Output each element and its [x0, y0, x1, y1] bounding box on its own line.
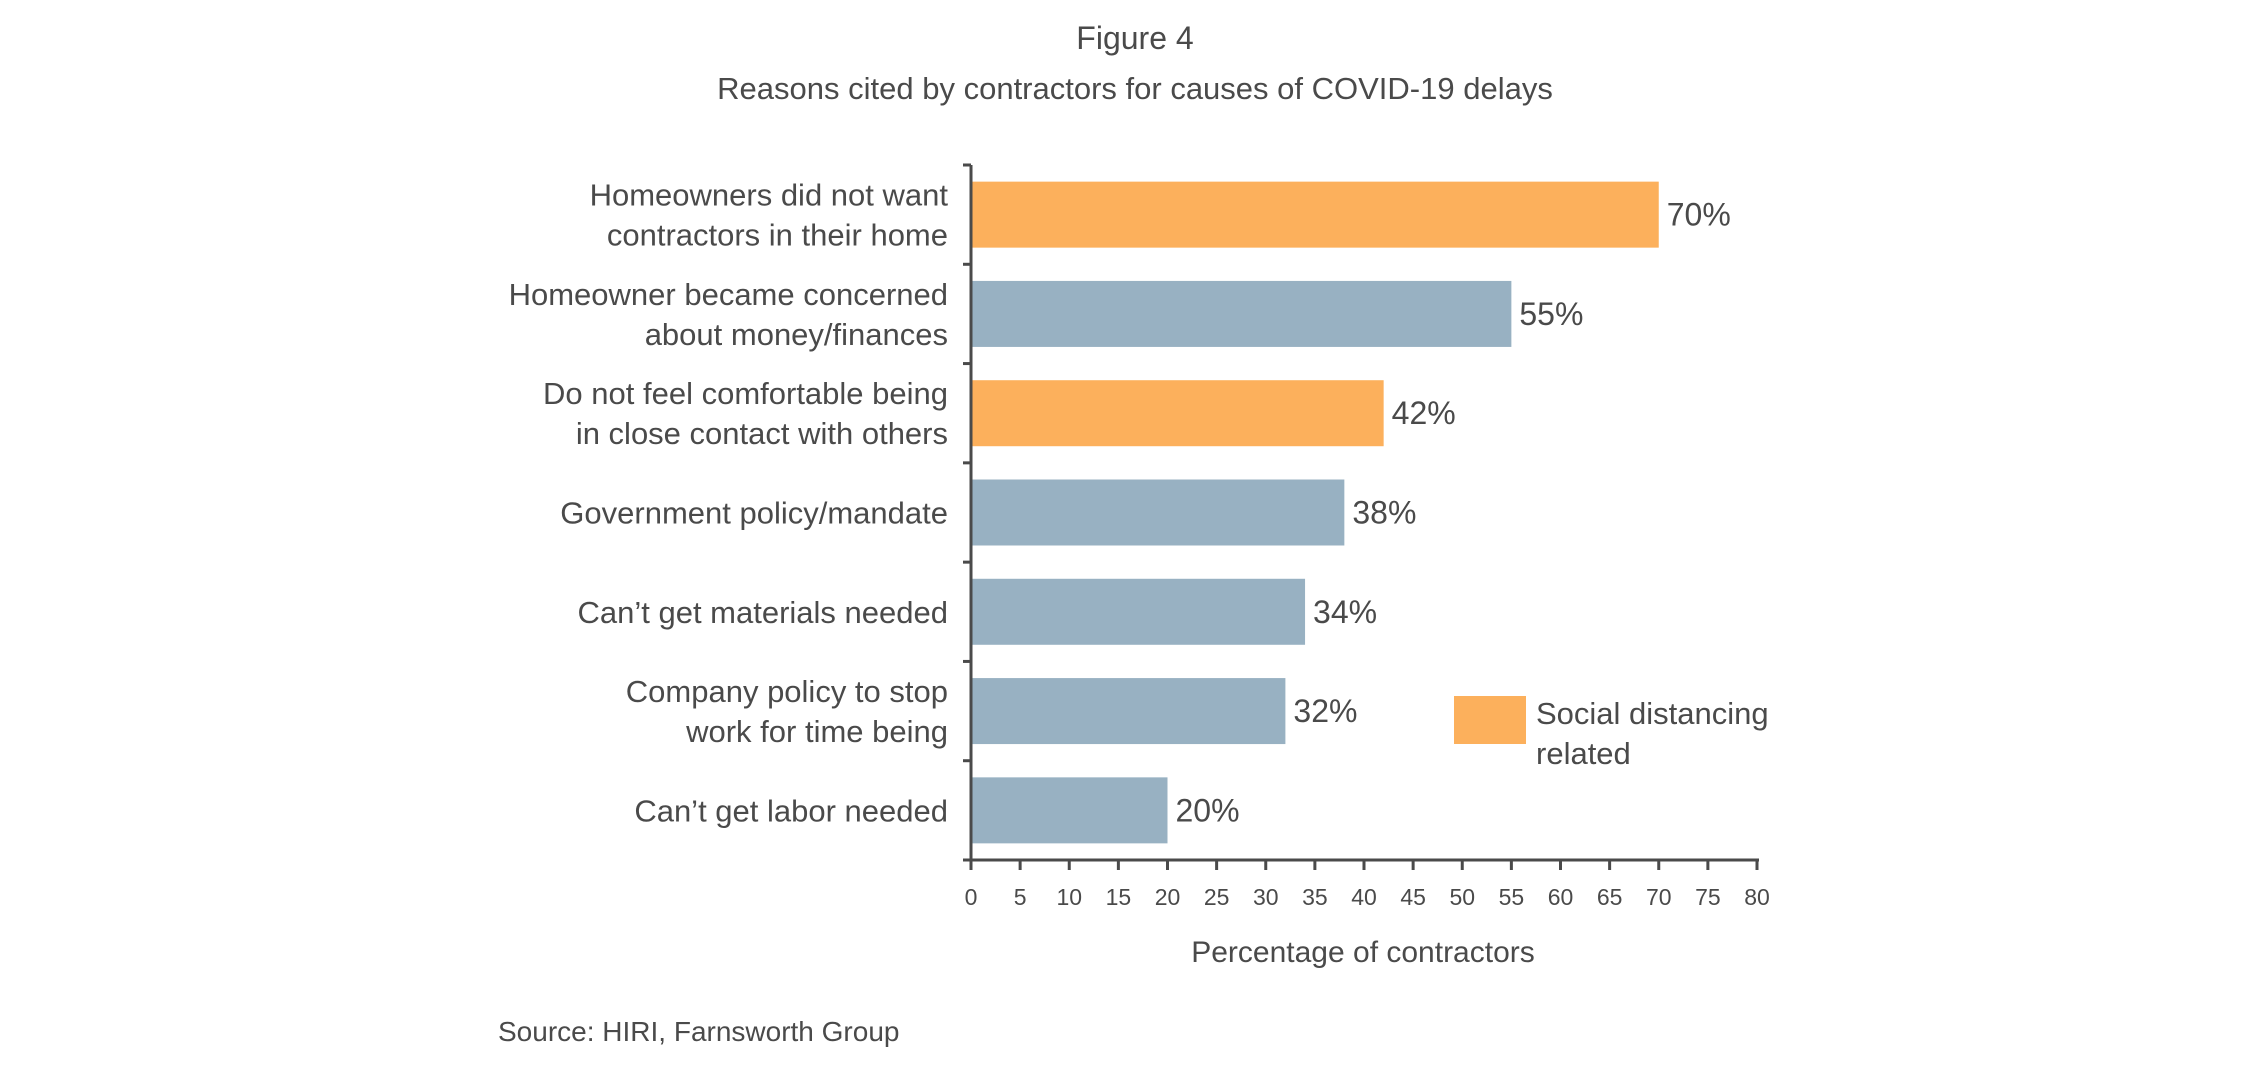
x-tick-label: 35 [1302, 884, 1328, 910]
bar [971, 479, 1345, 546]
data-label: 38% [1352, 495, 1416, 531]
category-label: Homeowners did not want contractors in th… [590, 178, 949, 253]
category-label: Can’t get materials needed [577, 595, 948, 630]
category-label: Government policy/mandate [560, 496, 948, 531]
bars-group: 70% Homeowners did not want contractors in… [509, 178, 1731, 844]
bar [971, 777, 1168, 844]
data-label: 32% [1293, 693, 1357, 729]
data-label: 70% [1667, 197, 1731, 233]
legend: Social distancing related [1454, 696, 1769, 771]
x-tick-label: 45 [1400, 884, 1426, 910]
chart-title: Reasons cited by contractors for causes … [717, 71, 1553, 106]
data-label: 20% [1176, 792, 1240, 828]
category-label: Can’t get labor needed [634, 793, 948, 828]
x-tick-label: 75 [1695, 884, 1721, 910]
x-tick-label: 25 [1204, 884, 1230, 910]
x-tick-label: 20 [1155, 884, 1181, 910]
x-tick-label: 40 [1351, 884, 1377, 910]
legend-swatch [1454, 696, 1526, 744]
x-tick-label: 65 [1597, 884, 1623, 910]
category-label: Do not feel comfortable being in close co… [543, 376, 948, 451]
data-label: 34% [1313, 594, 1377, 630]
bar [971, 678, 1286, 745]
category-label: Company policy to stop work for time bein… [626, 674, 948, 749]
x-tick-label: 15 [1106, 884, 1132, 910]
data-label: 42% [1392, 395, 1456, 431]
legend-label: Social distancing related [1536, 696, 1769, 771]
x-tick-label: 0 [965, 884, 978, 910]
x-tick-label: 80 [1744, 884, 1770, 910]
x-axis-title: Percentage of contractors [1191, 936, 1535, 969]
x-tick-label: 60 [1548, 884, 1574, 910]
bar [971, 280, 1512, 347]
x-tick-label: 30 [1253, 884, 1279, 910]
data-label: 55% [1519, 296, 1583, 332]
figure-label: Figure 4 [1076, 20, 1193, 56]
x-tick-label: 70 [1646, 884, 1672, 910]
axes-group: 0 5 10 15 20 25 30 35 40 45 50 55 60 65 70 75 80 [963, 163, 1770, 910]
bar [971, 380, 1384, 447]
bar [971, 578, 1306, 645]
source-note: Source: HIRI, Farnsworth Group [498, 1016, 899, 1047]
x-tick-label: 5 [1014, 884, 1027, 910]
bar [971, 181, 1659, 248]
x-tick-label: 50 [1449, 884, 1475, 910]
x-tick-label: 55 [1499, 884, 1525, 910]
category-label: Homeowner became concerned about money/fi… [509, 277, 948, 352]
x-tick-label: 10 [1056, 884, 1082, 910]
